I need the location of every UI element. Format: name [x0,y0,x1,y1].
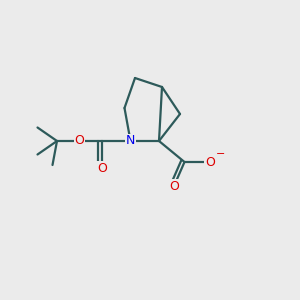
Text: −: − [216,148,225,159]
Text: N: N [126,134,135,148]
Text: O: O [169,179,179,193]
Text: O: O [75,134,84,148]
Text: O: O [205,155,215,169]
Text: O: O [97,161,107,175]
